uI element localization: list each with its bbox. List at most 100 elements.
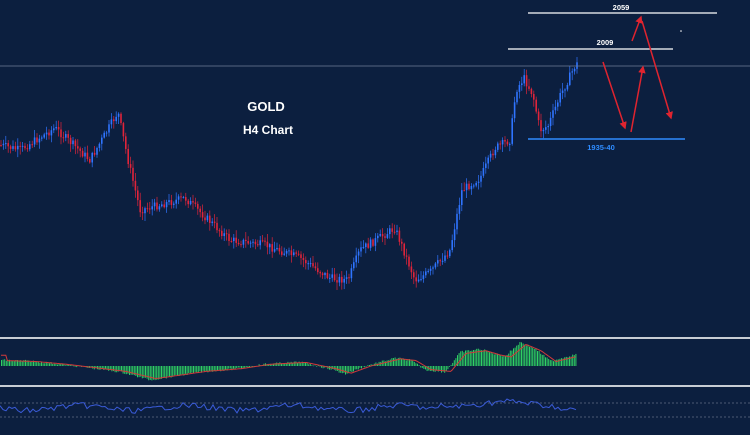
- candle: [309, 257, 312, 268]
- candle-body: [377, 235, 379, 239]
- candle-body: [571, 71, 573, 73]
- histogram-bar: [321, 366, 322, 368]
- histogram-bar: [66, 364, 68, 366]
- candle-body: [218, 230, 221, 232]
- candle: [384, 233, 386, 246]
- histogram-bar: [543, 354, 545, 366]
- candle-body: [213, 221, 216, 223]
- candle: [98, 142, 101, 152]
- histogram-bar: [349, 366, 351, 372]
- candle: [21, 141, 24, 152]
- candle: [55, 120, 57, 131]
- histogram-bar: [482, 350, 484, 366]
- histogram-bar: [149, 366, 151, 380]
- candle-body: [221, 230, 223, 237]
- histogram-bar: [442, 366, 444, 372]
- histogram-bar: [524, 344, 526, 366]
- histogram-bar: [151, 366, 153, 381]
- candle-body: [405, 255, 408, 257]
- histogram-bar: [207, 366, 209, 373]
- histogram-bar: [210, 366, 212, 372]
- candle: [137, 186, 139, 207]
- candle: [297, 250, 300, 257]
- histogram-bar: [423, 366, 425, 369]
- support-label: 1935-40: [587, 143, 615, 152]
- candle: [475, 180, 477, 188]
- histogram-bar: [554, 360, 556, 366]
- histogram-bar: [476, 348, 478, 366]
- candle: [175, 192, 177, 209]
- candle: [264, 237, 266, 246]
- histogram-bar: [129, 366, 130, 375]
- candle: [417, 274, 420, 283]
- histogram-bar: [407, 359, 409, 366]
- histogram-bar: [453, 360, 455, 366]
- candle-body: [365, 243, 367, 248]
- candle-body: [19, 145, 21, 147]
- candle: [331, 267, 333, 282]
- candle-body: [72, 140, 74, 145]
- histogram-bar: [185, 366, 186, 374]
- candle: [530, 87, 533, 98]
- candle-body: [113, 119, 115, 122]
- histogram-bar: [28, 360, 30, 366]
- histogram-bar: [503, 355, 505, 366]
- candle-body: [302, 257, 305, 260]
- histogram-bar: [298, 361, 300, 366]
- histogram-bar: [492, 353, 494, 366]
- histogram-bar: [196, 366, 198, 373]
- candle: [480, 171, 482, 188]
- candle: [441, 253, 444, 265]
- candle-body: [29, 144, 31, 150]
- histogram-bar: [221, 366, 223, 370]
- candle: [69, 134, 72, 152]
- histogram-bar: [557, 359, 559, 366]
- histogram-bar: [95, 366, 97, 368]
- candle: [211, 218, 213, 227]
- candle: [506, 139, 509, 147]
- histogram-bar: [194, 366, 196, 372]
- candle: [101, 134, 103, 151]
- candle: [465, 178, 468, 199]
- candle-body: [161, 204, 163, 207]
- candle: [79, 146, 81, 158]
- histogram-bar: [148, 366, 150, 381]
- candle-body: [36, 137, 38, 143]
- candle: [7, 140, 9, 153]
- candle-body: [91, 152, 93, 163]
- candle: [182, 195, 185, 199]
- candle-body: [492, 153, 494, 156]
- histogram-bar: [4, 359, 6, 366]
- candle: [77, 139, 79, 154]
- histogram-bar: [425, 366, 426, 370]
- candle-body: [350, 268, 353, 279]
- candle: [552, 103, 554, 126]
- candles-group: [0, 56, 578, 291]
- histogram-bar: [241, 366, 242, 369]
- histogram-bar: [449, 366, 450, 367]
- candle: [345, 270, 348, 284]
- histogram-bar: [202, 366, 204, 371]
- candle-body: [225, 233, 228, 235]
- histogram-bar: [343, 366, 345, 373]
- candle-body: [101, 137, 103, 144]
- histogram-bar: [69, 364, 71, 366]
- candle-body: [573, 68, 576, 72]
- histogram-bar: [18, 360, 20, 366]
- candle-body: [24, 145, 26, 149]
- candle-body: [185, 197, 187, 201]
- histogram-bar: [143, 366, 145, 378]
- candle-body: [41, 137, 43, 139]
- candle-body: [240, 244, 242, 246]
- histogram-indicator: [1, 342, 577, 381]
- candle-body: [209, 215, 211, 223]
- histogram-bar: [429, 366, 431, 372]
- histogram-bar: [71, 365, 73, 366]
- histogram-bar: [460, 351, 462, 366]
- candle: [213, 214, 216, 229]
- candle-body: [115, 116, 117, 122]
- candle: [389, 225, 391, 239]
- candle-body: [266, 241, 269, 248]
- histogram-bar: [437, 366, 439, 372]
- histogram-bar: [401, 358, 402, 366]
